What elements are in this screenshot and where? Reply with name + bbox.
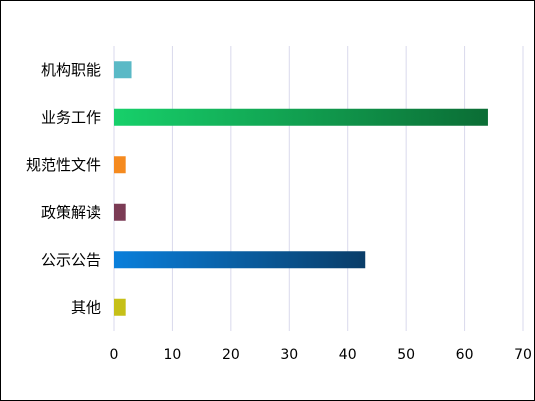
x-tick-label: 60: [456, 347, 474, 363]
x-tick-label: 0: [110, 347, 119, 363]
x-tick-label: 40: [339, 347, 357, 363]
bar-0: [114, 61, 132, 79]
category-label: 其他: [71, 298, 101, 316]
category-label: 业务工作: [41, 108, 101, 126]
x-tick-label: 70: [514, 347, 532, 363]
x-tick-label: 20: [222, 347, 240, 363]
category-label: 政策解读: [41, 203, 101, 221]
bar-2: [114, 156, 126, 174]
category-label: 规范性文件: [26, 156, 101, 174]
category-label: 机构职能: [41, 61, 101, 79]
x-tick-label: 10: [164, 347, 182, 363]
bar-4: [114, 251, 366, 269]
x-tick-label: 30: [280, 347, 298, 363]
category-label: 公示公告: [41, 251, 101, 269]
bar-5: [114, 298, 126, 316]
x-tick-label: 50: [397, 347, 415, 363]
bar-1: [114, 108, 488, 126]
bar-3: [114, 203, 126, 221]
